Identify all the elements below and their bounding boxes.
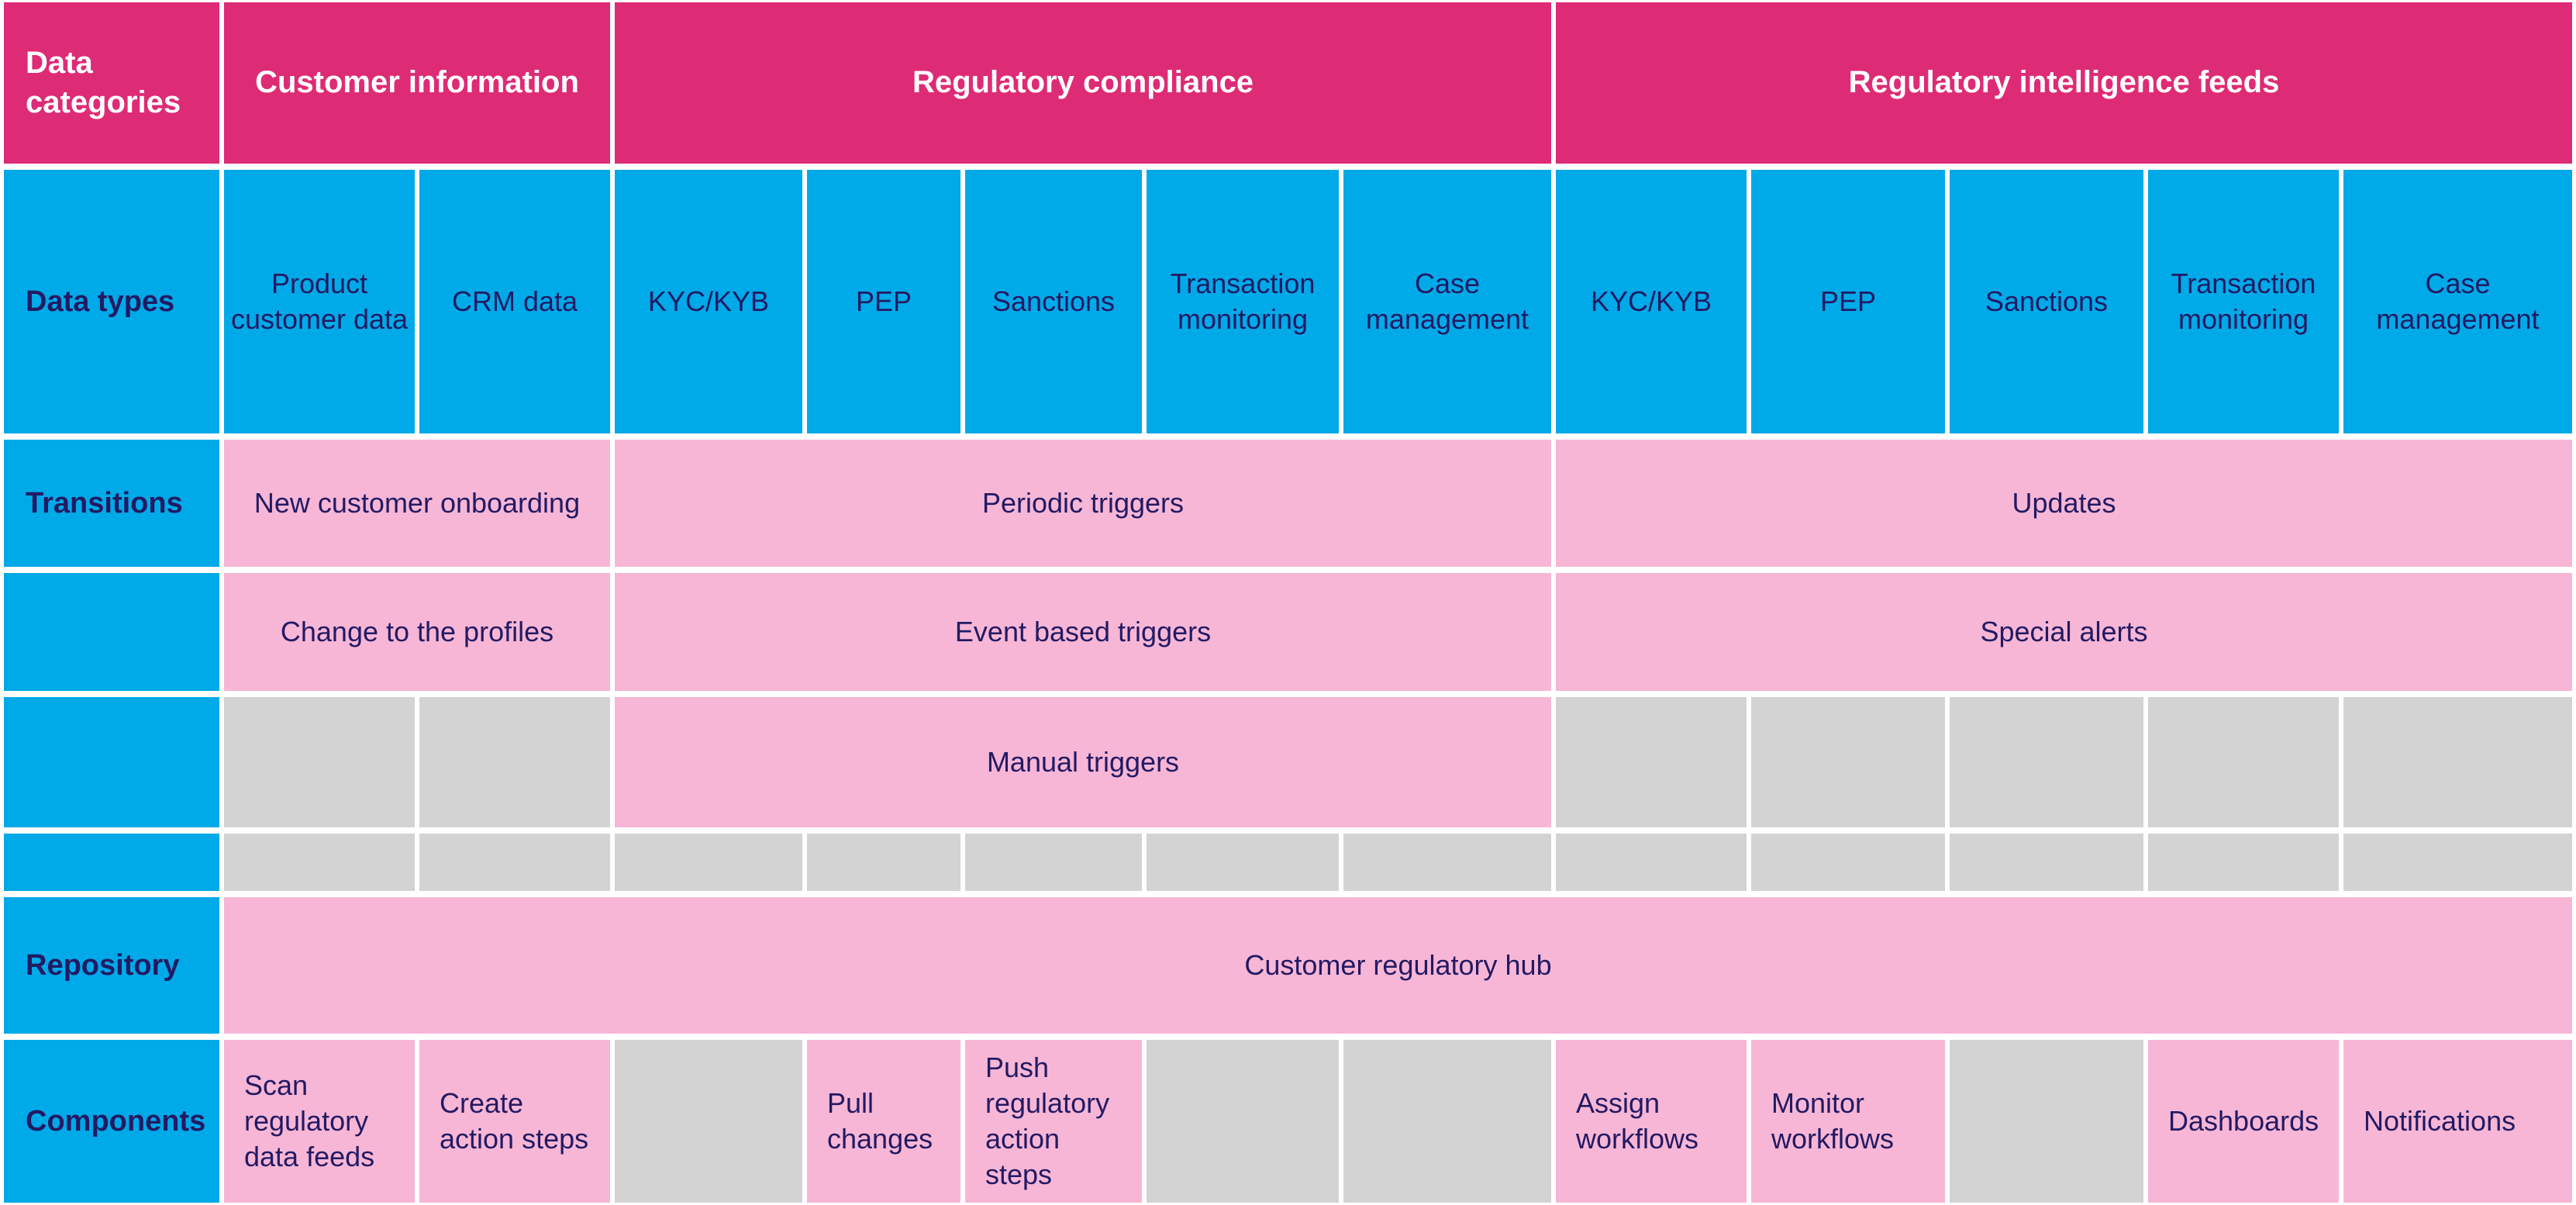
component-monitor-workflows: Monitor workflows	[1751, 1040, 1945, 1203]
empty-cell	[1343, 1040, 1551, 1203]
empty-cell	[1147, 1040, 1339, 1203]
datatype-kyc-kyb-2: KYC/KYB	[1556, 170, 1747, 433]
transition-periodic-triggers: Periodic triggers	[615, 440, 1551, 567]
header-data-categories: Data categories	[4, 2, 219, 164]
transition-change-to-the-profiles: Change to the profiles	[224, 573, 610, 691]
component-pull-changes: Pull changes	[807, 1040, 960, 1203]
label-transitions-empty-3	[4, 834, 219, 891]
datatype-case-management-1: Case management	[1343, 170, 1551, 433]
empty-cell	[615, 1040, 802, 1203]
component-assign-workflows: Assign workflows	[1556, 1040, 1747, 1203]
transition-manual-triggers: Manual triggers	[615, 697, 1551, 827]
empty-cell	[1950, 697, 2143, 827]
label-data-types: Data types	[4, 170, 219, 433]
label-repository: Repository	[4, 897, 219, 1034]
empty-cell	[965, 834, 1142, 891]
empty-cell	[807, 834, 960, 891]
transition-event-based-triggers: Event based triggers	[615, 573, 1551, 691]
empty-cell	[2148, 697, 2339, 827]
header-regulatory-compliance: Regulatory compliance	[615, 2, 1551, 164]
transition-updates: Updates	[1556, 440, 2572, 567]
empty-cell	[1751, 697, 1945, 827]
transition-special-alerts: Special alerts	[1556, 573, 2572, 691]
datatype-kyc-kyb-1: KYC/KYB	[615, 170, 802, 433]
empty-cell	[1556, 834, 1747, 891]
datatype-sanctions-2: Sanctions	[1950, 170, 2143, 433]
datatype-product-customer-data: Product customer data	[224, 170, 415, 433]
empty-cell	[1950, 1040, 2143, 1203]
datatype-pep-1: PEP	[807, 170, 960, 433]
datatype-sanctions-1: Sanctions	[965, 170, 1142, 433]
component-create-action-steps: Create action steps	[419, 1040, 610, 1203]
component-scan-regulatory-data-feeds: Scan regulatory data feeds	[224, 1040, 415, 1203]
label-transitions-empty-2	[4, 697, 219, 827]
header-customer-information: Customer information	[224, 2, 610, 164]
component-notifications: Notifications	[2343, 1040, 2572, 1203]
empty-cell	[419, 834, 610, 891]
empty-cell	[2148, 834, 2339, 891]
datatype-case-management-2: Case management	[2343, 170, 2572, 433]
component-dashboards: Dashboards	[2148, 1040, 2339, 1203]
empty-cell	[1950, 834, 2143, 891]
datatype-pep-2: PEP	[1751, 170, 1945, 433]
empty-cell	[1147, 834, 1339, 891]
header-regulatory-intelligence-feeds: Regulatory intelligence feeds	[1556, 2, 2572, 164]
transition-new-customer-onboarding: New customer onboarding	[224, 440, 610, 567]
empty-cell	[419, 697, 610, 827]
datatype-transaction-monitoring-2: Transaction monitoring	[2148, 170, 2339, 433]
empty-cell	[224, 697, 415, 827]
component-push-regulatory-action-steps: Push regulatory action steps	[965, 1040, 1142, 1203]
empty-cell	[1343, 834, 1551, 891]
empty-cell	[615, 834, 802, 891]
repository-customer-regulatory-hub: Customer regulatory hub	[224, 897, 2572, 1034]
label-components: Components	[4, 1040, 219, 1203]
empty-cell	[1751, 834, 1945, 891]
label-transitions: Transitions	[4, 440, 219, 567]
datatype-transaction-monitoring-1: Transaction monitoring	[1147, 170, 1339, 433]
empty-cell	[2343, 834, 2572, 891]
label-transitions-empty-1	[4, 573, 219, 691]
empty-cell	[1556, 697, 1747, 827]
datatype-crm-data: CRM data	[419, 170, 610, 433]
empty-cell	[2343, 697, 2572, 827]
empty-cell	[224, 834, 415, 891]
